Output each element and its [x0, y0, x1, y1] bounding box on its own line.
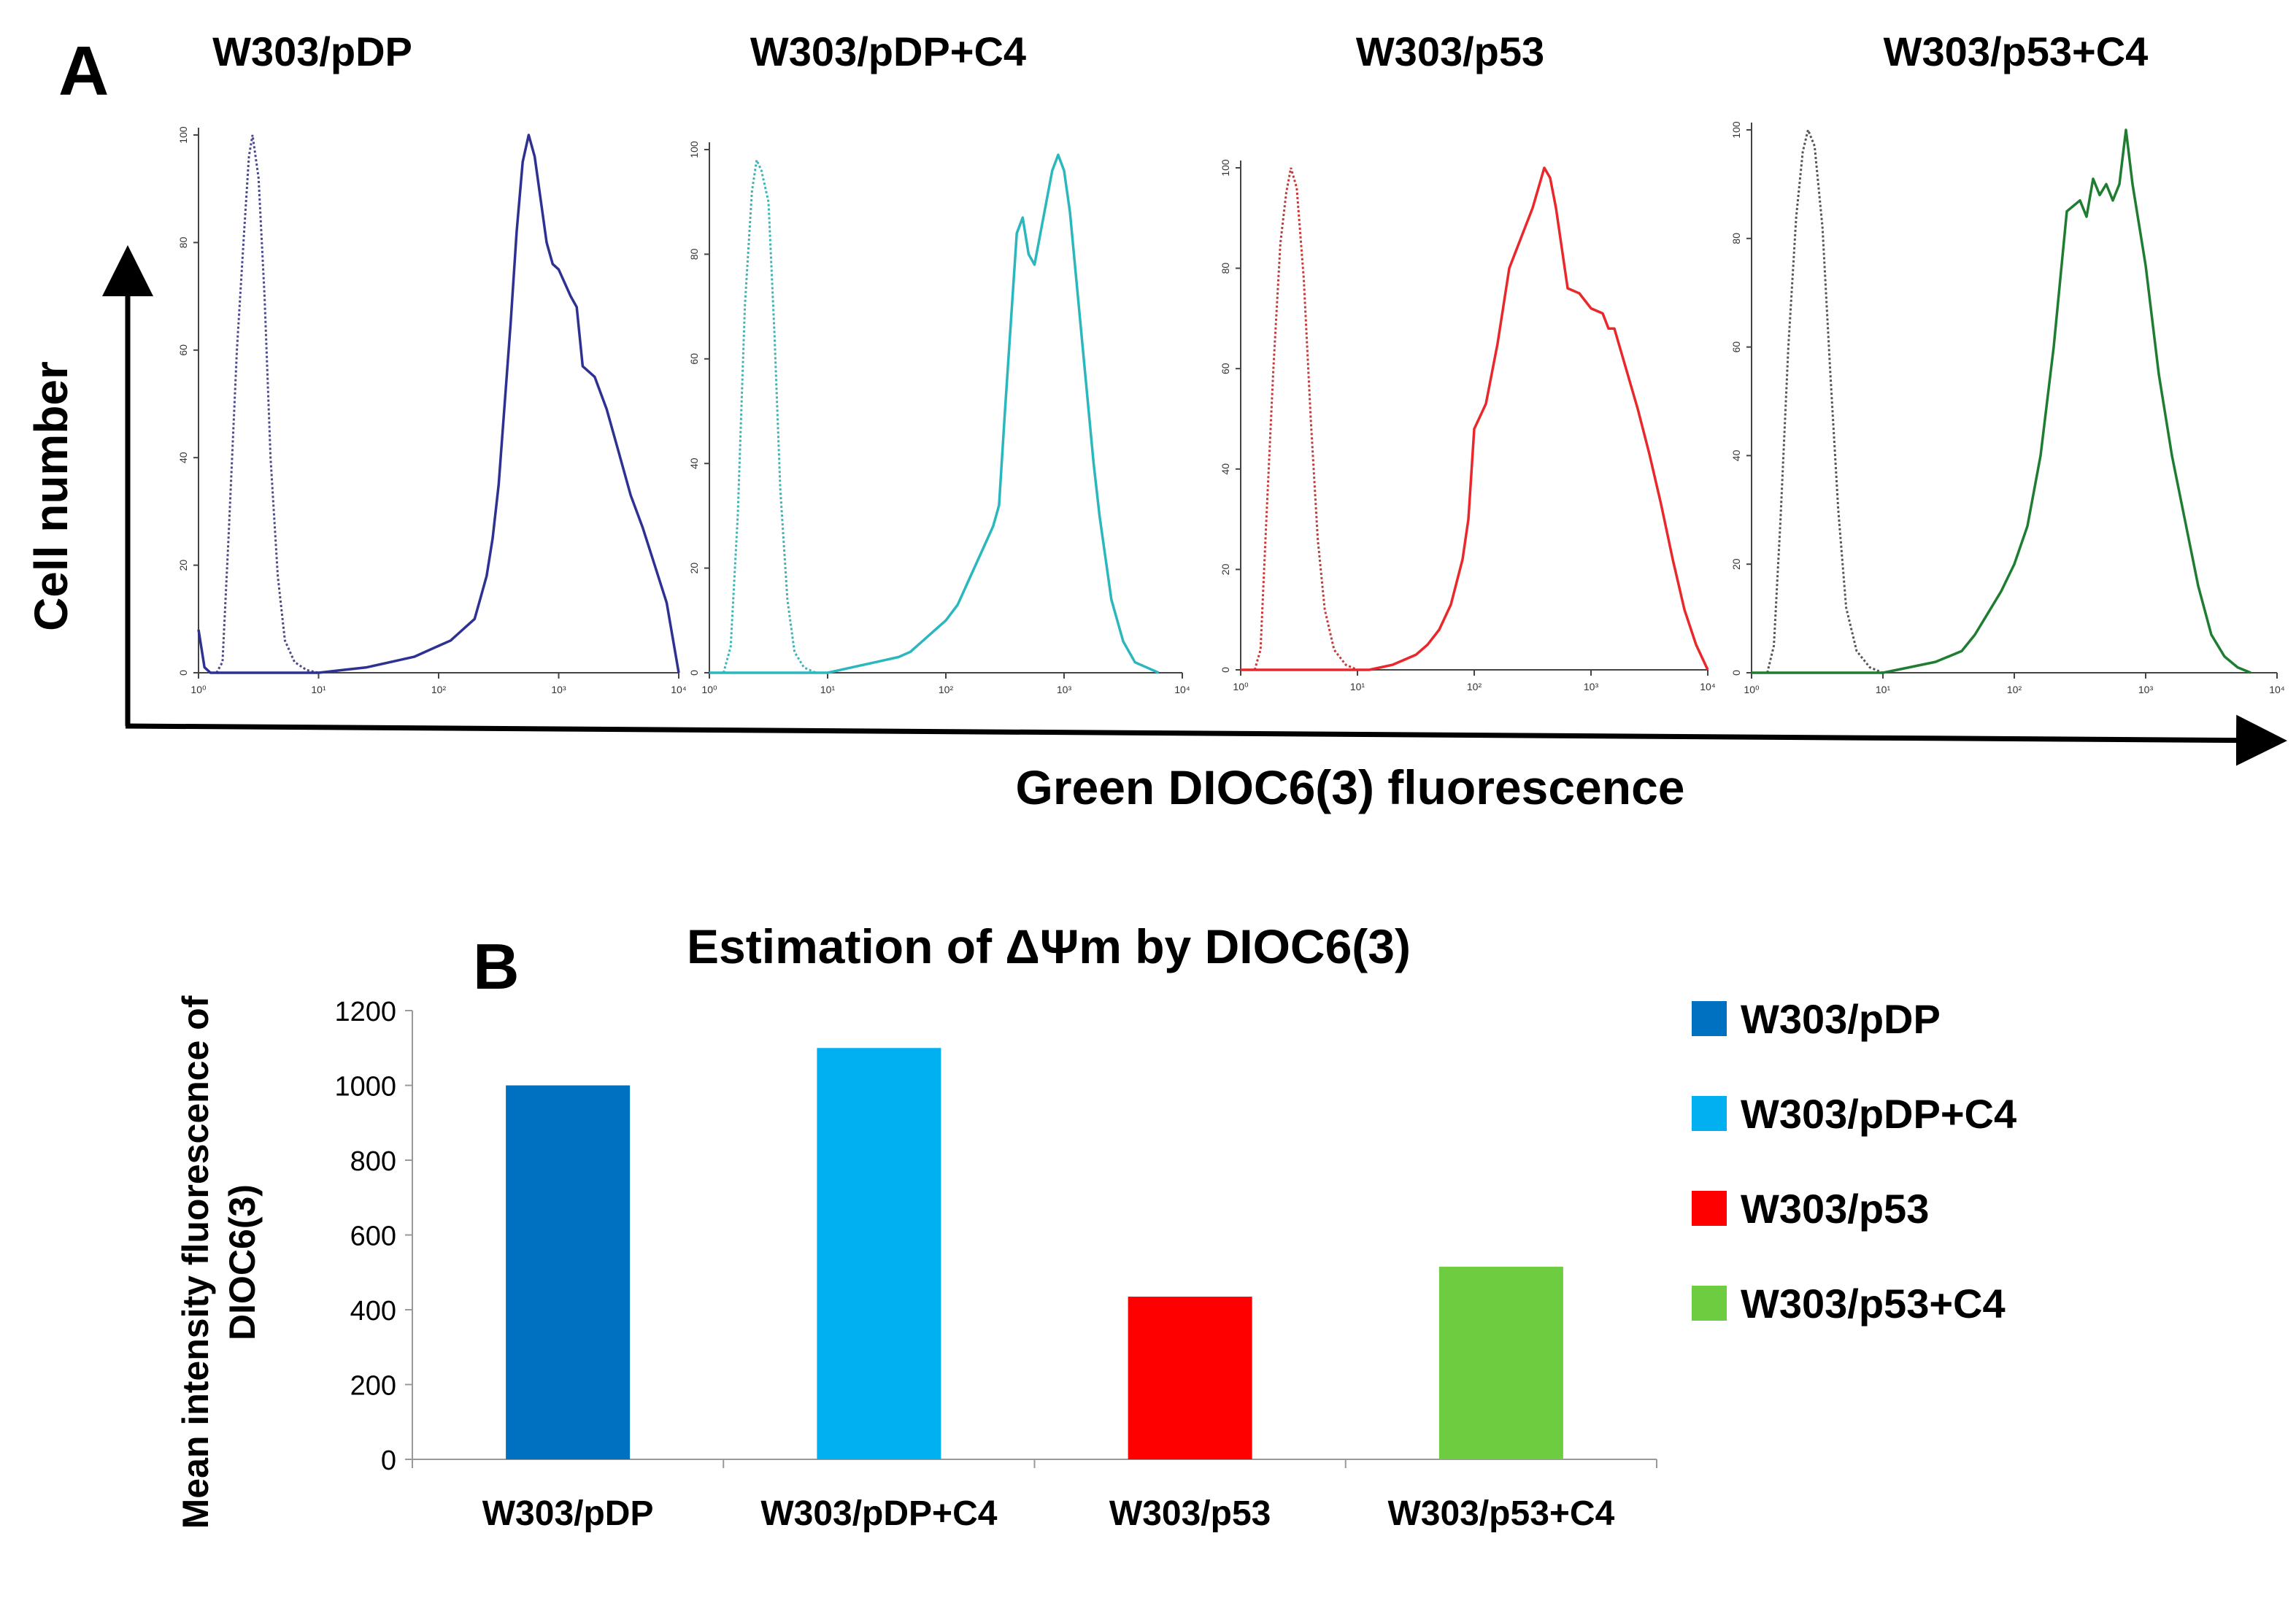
- bar-category-label: W303/p53: [1109, 1494, 1271, 1533]
- histogram-x-tick-label: 10¹: [1350, 681, 1365, 692]
- histogram-y-tick-label: 80: [1220, 263, 1231, 274]
- histogram-x-tick-label: 10²: [939, 684, 954, 695]
- histogram-plot-3: 10⁰ 10¹ 10² 10³ 10⁴ 0 20 40 60 80 100: [1220, 159, 1716, 692]
- histogram-x-tick-label: 10³: [1584, 681, 1599, 692]
- histogram-y-tick-label: 40: [688, 458, 700, 469]
- bar-y-tick-label: 1000: [334, 1072, 396, 1103]
- histogram-x-tick-label: 10⁰: [190, 684, 207, 695]
- histogram-y-tick-label: 80: [177, 236, 189, 248]
- histogram-x-tick-label: 10¹: [1876, 684, 1891, 695]
- bar-chart: 0 200 400 600 800 1000 1200 W303/pDP W303/pDP+C4…: [334, 997, 1657, 1533]
- y-label-line-2: DIOC6(3): [222, 1184, 263, 1340]
- histogram-x-tick-label: 10³: [551, 684, 566, 695]
- panel-a: A W303/pDP W303/pDP+C4 W303/p53 W303/p53…: [25, 28, 2287, 814]
- bar-y-tick-label: 1200: [334, 997, 396, 1027]
- histogram-y-tick-label: 40: [1730, 449, 1742, 461]
- legend-swatch: [1692, 1286, 1727, 1321]
- histogram-x-tick-label: 10²: [1467, 681, 1482, 692]
- histogram-y-tick-label: 40: [1220, 463, 1231, 475]
- histogram-y-tick-label: 80: [1730, 233, 1742, 244]
- bar-chart-title: Estimation of ΔΨm by DIOC6(3): [687, 919, 1411, 973]
- histogram-y-tick-label: 100: [1730, 121, 1742, 139]
- y-axis-label-cell-number: Cell number: [25, 361, 77, 631]
- histogram-y-tick-label: 0: [1730, 670, 1742, 676]
- bar-category-label: W303/pDP+C4: [760, 1494, 997, 1533]
- histogram-y-tick-label: 20: [688, 563, 700, 574]
- histogram-y-tick-label: 20: [177, 560, 189, 571]
- histogram-y-tick-label: 100: [688, 141, 700, 158]
- sample-histogram-curve: [1752, 128, 2251, 674]
- histogram-x-tick-label: 10²: [431, 684, 447, 695]
- histogram-x-tick-label: 10³: [2138, 684, 2154, 695]
- control-histogram-curve: [1766, 126, 1884, 674]
- legend-label: W303/pDP: [1741, 996, 1941, 1042]
- bar-y-tick-label: 400: [350, 1296, 396, 1327]
- histogram-x-tick-label: 10³: [1057, 684, 1072, 695]
- bar-chart-y-axis-label: Mean intensity fluorescence of DIOC6(3): [175, 995, 263, 1529]
- sample-histogram-curve: [197, 134, 680, 674]
- histogram-y-tick-label: 0: [1220, 667, 1231, 673]
- legend-label: W303/p53: [1741, 1186, 1929, 1232]
- panel-a-label: A: [58, 32, 109, 110]
- histogram-title-2: W303/pDP+C4: [750, 28, 1026, 74]
- histogram-x-tick-label: 10⁴: [1700, 681, 1716, 692]
- bar-w303-pdp-c4: [817, 1048, 941, 1459]
- bar-w303-pdp: [506, 1085, 631, 1459]
- bar-category-label: W303/pDP: [482, 1494, 654, 1533]
- histogram-plot-4: 10⁰ 10¹ 10² 10³ 10⁴ 0 20 40 60 80 100: [1730, 121, 2285, 695]
- histogram-y-tick-label: 0: [177, 670, 189, 676]
- bar-w303-p53-c4: [1438, 1267, 1563, 1459]
- histogram-y-tick-label: 60: [177, 344, 189, 356]
- histogram-x-tick-label: 10⁰: [701, 684, 717, 695]
- histogram-y-tick-label: 100: [1220, 159, 1231, 177]
- x-axis-label-fluorescence: Green DIOC6(3) fluorescence: [1016, 760, 1685, 814]
- histogram-title-1: W303/pDP: [212, 28, 412, 74]
- histogram-x-tick-label: 10⁴: [671, 684, 687, 695]
- histogram-y-tick-label: 20: [1220, 563, 1231, 575]
- histogram-y-tick-label: 40: [177, 452, 189, 463]
- legend-label: W303/p53+C4: [1741, 1281, 2006, 1327]
- histogram-y-tick-label: 20: [1730, 558, 1742, 570]
- legend-swatch: [1692, 1096, 1727, 1131]
- histogram-title-4: W303/p53+C4: [1884, 28, 2149, 74]
- control-histogram-curve: [1253, 167, 1358, 671]
- bar-y-tick-label: 200: [350, 1371, 396, 1402]
- histogram-plot-2: 10⁰ 10¹ 10² 10³ 10⁴ 0 20 40 60 80 100: [688, 141, 1190, 695]
- histogram-x-tick-label: 10⁰: [1744, 684, 1760, 695]
- histogram-plot-1: 10⁰ 10¹ 10² 10³ 10⁴ 0 20 40 60 80 100: [177, 126, 687, 695]
- histogram-y-tick-label: 60: [1220, 363, 1231, 374]
- histogram-x-tick-label: 10⁴: [2269, 684, 2285, 695]
- histogram-y-tick-label: 60: [688, 353, 700, 365]
- histogram-y-tick-label: 0: [688, 670, 700, 676]
- bar-y-tick-label: 0: [381, 1445, 396, 1476]
- bar-category-label: W303/p53+C4: [1387, 1494, 1614, 1533]
- y-label-line-1: Mean intensity fluorescence of: [175, 995, 216, 1529]
- histogram-x-tick-label: 10²: [2007, 684, 2022, 695]
- histogram-x-tick-label: 10⁴: [1174, 684, 1190, 695]
- bar-y-tick-label: 800: [350, 1146, 396, 1177]
- control-histogram-curve: [722, 156, 817, 674]
- legend-label: W303/pDP+C4: [1741, 1091, 2016, 1137]
- bar-chart-legend: W303/pDP W303/pDP+C4 W303/p53 W303/p53+C4: [1692, 996, 2016, 1327]
- fluorescence-axis-arrow: [125, 714, 2287, 766]
- legend-swatch: [1692, 1191, 1727, 1226]
- histogram-x-tick-label: 10¹: [820, 684, 836, 695]
- histogram-title-3: W303/p53: [1356, 28, 1544, 74]
- histogram-x-tick-label: 10⁰: [1233, 681, 1249, 692]
- sample-histogram-curve: [709, 153, 1160, 674]
- panel-b: B Estimation of ΔΨm by DIOC6(3) Mean int…: [175, 919, 2016, 1533]
- control-histogram-curve: [215, 134, 319, 674]
- histogram-y-tick-label: 60: [1730, 341, 1742, 353]
- sample-histogram-curve: [1241, 166, 1709, 671]
- panel-b-label: B: [473, 930, 520, 1003]
- histogram-y-tick-label: 80: [688, 248, 700, 260]
- histogram-x-tick-label: 10¹: [311, 684, 326, 695]
- bar-y-tick-label: 600: [350, 1221, 396, 1252]
- legend-swatch: [1692, 1001, 1727, 1036]
- histogram-y-tick-label: 100: [177, 126, 189, 144]
- bar-w303-p53: [1128, 1297, 1252, 1459]
